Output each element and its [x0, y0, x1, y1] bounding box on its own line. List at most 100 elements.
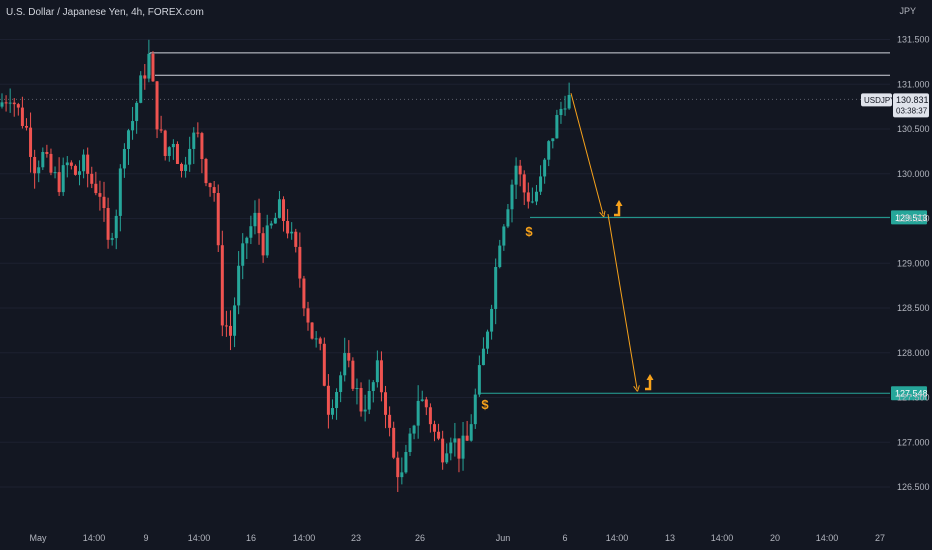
candle-body[interactable] — [379, 360, 383, 393]
candle-body[interactable] — [314, 338, 318, 340]
candle-body[interactable] — [94, 183, 98, 194]
candle-body[interactable] — [65, 162, 69, 166]
candle-body[interactable] — [363, 409, 367, 412]
candle-body[interactable] — [41, 152, 45, 168]
candle-body[interactable] — [245, 237, 249, 244]
candle-body[interactable] — [551, 138, 555, 142]
candle-body[interactable] — [200, 133, 204, 159]
candle-body[interactable] — [477, 365, 481, 395]
candle-body[interactable] — [420, 399, 424, 401]
candle-body[interactable] — [220, 245, 224, 326]
candle-body[interactable] — [404, 452, 408, 473]
candle-body[interactable] — [522, 174, 526, 193]
candle-body[interactable] — [412, 425, 416, 434]
candle-body[interactable] — [294, 231, 298, 247]
candle-body[interactable] — [69, 162, 73, 166]
projection-arrow[interactable] — [570, 93, 603, 214]
candle-body[interactable] — [57, 172, 61, 193]
candle-body[interactable] — [461, 435, 465, 459]
candle-body[interactable] — [4, 102, 8, 104]
candle-body[interactable] — [147, 53, 151, 79]
candle-body[interactable] — [273, 217, 277, 224]
projection-arrows[interactable]: $$ — [481, 93, 654, 412]
candle-body[interactable] — [335, 392, 339, 409]
candle-body[interactable] — [322, 343, 326, 386]
candle-body[interactable] — [106, 208, 110, 240]
candle-body[interactable] — [547, 141, 551, 160]
candle-body[interactable] — [400, 472, 404, 478]
candle-body[interactable] — [212, 187, 216, 194]
candle-body[interactable] — [481, 348, 485, 366]
candle-body[interactable] — [188, 148, 192, 165]
candle-body[interactable] — [494, 266, 498, 309]
candle-body[interactable] — [326, 385, 330, 415]
candle-body[interactable] — [339, 375, 343, 393]
candle-body[interactable] — [502, 226, 506, 246]
candle-body[interactable] — [359, 388, 363, 412]
candle-body[interactable] — [559, 108, 563, 116]
candle-body[interactable] — [233, 305, 237, 336]
candle-body[interactable] — [371, 382, 375, 392]
candle-body[interactable] — [135, 102, 139, 122]
candle-body[interactable] — [290, 231, 294, 234]
candle-body[interactable] — [86, 154, 90, 174]
candle-body[interactable] — [298, 246, 302, 279]
candle-body[interactable] — [441, 438, 445, 463]
candle-body[interactable] — [486, 331, 490, 349]
candle-body[interactable] — [118, 168, 122, 216]
candle-body[interactable] — [392, 427, 396, 458]
candle-body[interactable] — [355, 388, 359, 390]
candle-body[interactable] — [351, 360, 355, 389]
candle-body[interactable] — [253, 212, 257, 227]
candle-body[interactable] — [192, 132, 196, 149]
candle-body[interactable] — [216, 193, 220, 246]
candle-body[interactable] — [204, 158, 208, 184]
candle-body[interactable] — [261, 233, 265, 256]
candle-body[interactable] — [122, 148, 126, 169]
candle-body[interactable] — [126, 130, 130, 149]
candle-body[interactable] — [180, 163, 184, 171]
candle-body[interactable] — [432, 424, 436, 432]
candle-body[interactable] — [388, 414, 392, 428]
candle-body[interactable] — [175, 143, 179, 164]
candle-body[interactable] — [384, 392, 388, 415]
candle-body[interactable] — [567, 94, 571, 109]
candle-body[interactable] — [159, 129, 163, 131]
candle-body[interactable] — [424, 399, 428, 408]
candle-body[interactable] — [143, 75, 147, 79]
candle-body[interactable] — [367, 391, 371, 410]
candle-body[interactable] — [82, 154, 86, 172]
candle-body[interactable] — [408, 433, 412, 453]
candle-body[interactable] — [24, 125, 28, 128]
candle-body[interactable] — [286, 220, 290, 234]
candle-body[interactable] — [265, 225, 269, 256]
candle-body[interactable] — [563, 108, 567, 110]
candle-body[interactable] — [171, 143, 175, 148]
candle-body[interactable] — [302, 278, 306, 309]
candle-body[interactable] — [445, 453, 449, 463]
candle-body[interactable] — [347, 353, 351, 361]
candle-body[interactable] — [510, 184, 514, 210]
candle-body[interactable] — [490, 308, 494, 332]
candle-body[interactable] — [12, 102, 16, 105]
candle-body[interactable] — [498, 245, 502, 267]
candle-body[interactable] — [16, 104, 20, 108]
candle-body[interactable] — [457, 438, 461, 459]
candle-body[interactable] — [224, 325, 228, 327]
candle-body[interactable] — [37, 167, 41, 174]
candle-body[interactable] — [53, 172, 57, 174]
candle-body[interactable] — [449, 442, 453, 454]
candle-body[interactable] — [514, 165, 518, 185]
candle-body[interactable] — [33, 156, 37, 174]
candle-body[interactable] — [131, 121, 135, 131]
candles[interactable] — [0, 39, 571, 492]
candle-body[interactable] — [151, 53, 155, 82]
support-lines[interactable]: 129.513 127.548 — [478, 210, 928, 401]
candle-body[interactable] — [543, 159, 547, 177]
candle-body[interactable] — [208, 183, 212, 188]
candle-body[interactable] — [506, 209, 510, 227]
candle-body[interactable] — [257, 212, 261, 234]
candle-body[interactable] — [139, 75, 143, 103]
candle-body[interactable] — [453, 438, 457, 443]
